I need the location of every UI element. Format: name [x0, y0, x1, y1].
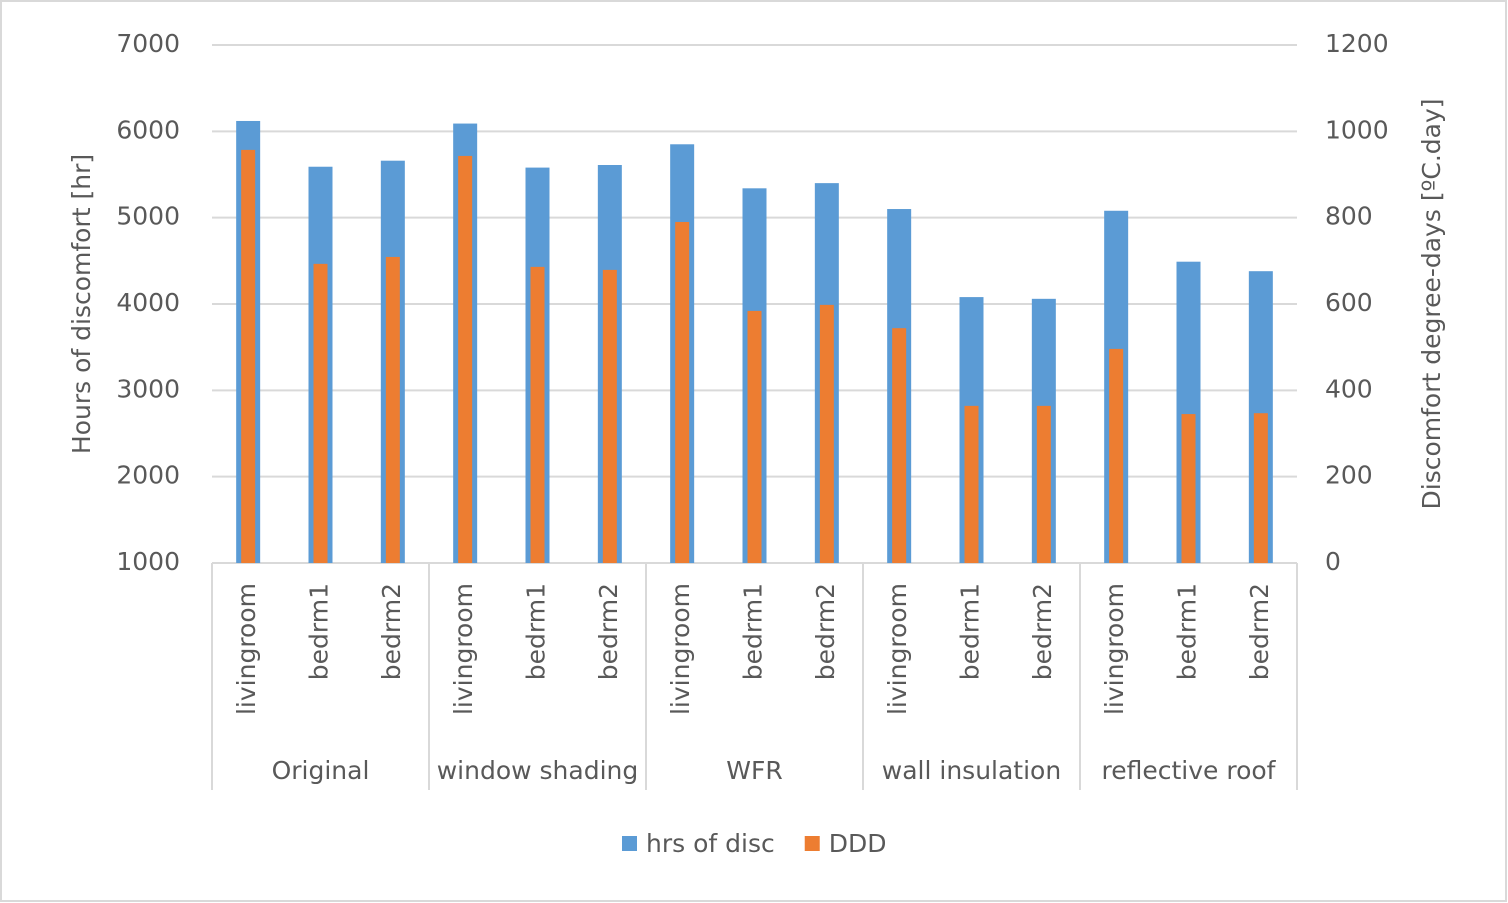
- bar: [819, 304, 834, 563]
- y-tick-label: 1000: [116, 547, 180, 576]
- x-tick-label: bedrm2: [377, 583, 406, 680]
- bar: [313, 263, 328, 563]
- x-tick-label: livingroom: [1100, 583, 1129, 715]
- group-label: Original: [272, 756, 370, 785]
- group-label: window shading: [437, 756, 639, 785]
- x-tick-label: livingroom: [232, 583, 261, 715]
- bar: [964, 405, 979, 563]
- y-tick-label: 2000: [116, 461, 180, 490]
- legend-label: DDD: [829, 829, 887, 858]
- legend-swatch: [622, 836, 637, 851]
- y2-tick-label: 1000: [1325, 115, 1389, 144]
- x-tick-label: livingroom: [666, 583, 695, 715]
- x-tick-label: bedrm1: [522, 583, 551, 680]
- x-tick-label: livingroom: [449, 583, 478, 715]
- bar: [458, 155, 473, 563]
- x-tick-label: livingroom: [883, 583, 912, 715]
- bar: [602, 269, 617, 563]
- x-tick-label: bedrm2: [1028, 583, 1057, 680]
- y-tick-label: 5000: [116, 202, 180, 231]
- x-tick-label: bedrm2: [1245, 583, 1274, 680]
- x-tick-label: bedrm1: [739, 583, 768, 680]
- bar: [892, 328, 907, 563]
- group-label: reflective roof: [1102, 756, 1277, 785]
- bar: [675, 221, 690, 563]
- bar: [1181, 414, 1196, 563]
- y2-tick-label: 200: [1325, 461, 1373, 490]
- y2-axis-label: Discomfort degree-days [ºC.day]: [1417, 99, 1446, 510]
- y-tick-label: 6000: [116, 115, 180, 144]
- group-label: wall insulation: [882, 756, 1061, 785]
- group-label: WFR: [726, 756, 782, 785]
- y2-tick-label: 400: [1325, 374, 1373, 403]
- y-tick-label: 4000: [116, 288, 180, 317]
- y-axis-label: Hours of discomfort [hr]: [67, 154, 96, 454]
- bar: [1036, 405, 1051, 563]
- x-tick-label: bedrm1: [956, 583, 985, 680]
- bar: [747, 310, 762, 563]
- y2-tick-label: 600: [1325, 288, 1373, 317]
- legend-swatch: [804, 836, 820, 851]
- legend-label: hrs of disc: [646, 829, 775, 858]
- y-tick-label: 7000: [116, 29, 180, 58]
- x-tick-label: bedrm2: [811, 583, 840, 680]
- y2-tick-label: 800: [1325, 202, 1373, 231]
- bar: [530, 266, 545, 563]
- bar: [385, 256, 400, 563]
- x-tick-label: bedrm2: [594, 583, 623, 680]
- y-tick-label: 3000: [116, 374, 180, 403]
- bar: [1253, 413, 1268, 563]
- bar: [241, 149, 256, 563]
- x-tick-label: bedrm1: [1173, 583, 1202, 680]
- bar: [1109, 348, 1124, 563]
- x-tick-label: bedrm1: [305, 583, 334, 680]
- y2-tick-label: 1200: [1325, 29, 1389, 58]
- y2-tick-label: 0: [1325, 547, 1341, 576]
